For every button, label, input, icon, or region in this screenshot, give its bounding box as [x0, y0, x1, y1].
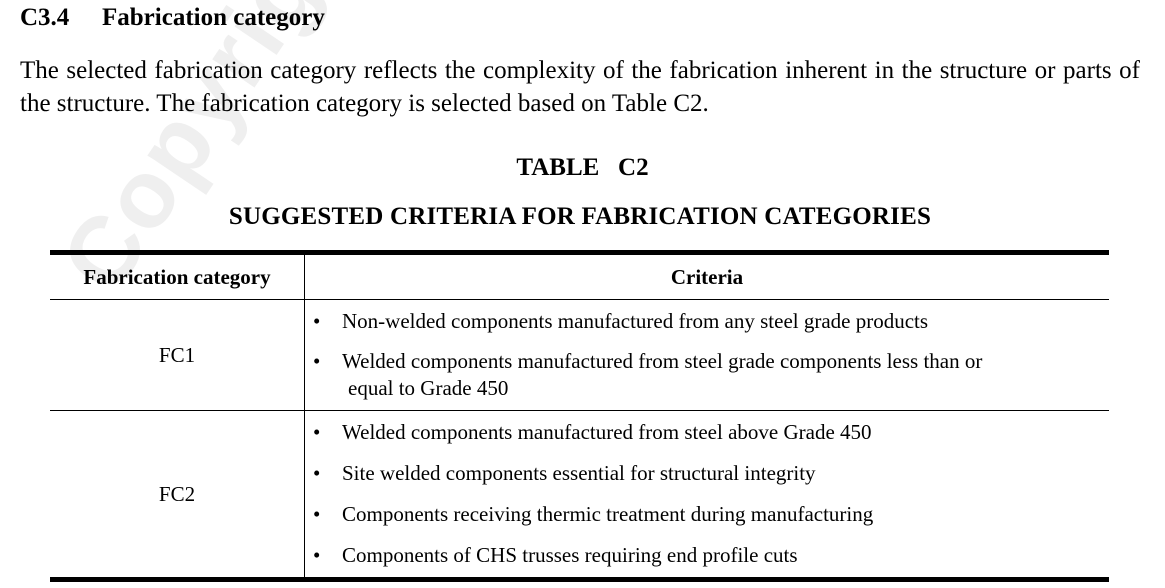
header-criteria: Criteria: [304, 250, 1109, 300]
section-heading: C3.4 Fabrication category: [20, 4, 325, 32]
list-item: Site welded components essential for str…: [313, 460, 1109, 487]
criteria-cell-fc1: Non-welded components manufactured from …: [304, 299, 1109, 411]
criteria-table: Fabrication category Criteria FC1 Non-we…: [50, 250, 1109, 582]
criteria-cell-fc2: Welded components manufactured from stee…: [304, 410, 1109, 582]
body-paragraph: The selected fabrication category reflec…: [20, 57, 1140, 117]
category-cell-fc1: FC1: [50, 299, 305, 411]
section-title: Fabrication category: [102, 4, 325, 31]
list-item: Welded components manufactured from stee…: [313, 419, 1109, 446]
list-item: Welded components manufactured from stee…: [313, 348, 1109, 402]
criteria-list-fc2: Welded components manufactured from stee…: [305, 419, 1109, 569]
header-fabrication-category: Fabrication category: [50, 250, 305, 300]
table-title: SUGGESTED CRITERIA FOR FABRICATION CATEG…: [228, 203, 932, 230]
list-item: Components receiving thermic treatment d…: [313, 501, 1109, 528]
table-row: FC1 Non-welded components manufactured f…: [50, 299, 1109, 411]
table-header-row: Fabrication category Criteria: [50, 250, 1109, 300]
table-row: FC2 Welded components manufactured from …: [50, 410, 1109, 582]
category-cell-fc2: FC2: [50, 410, 305, 582]
list-item: Components of CHS trusses requiring end …: [313, 542, 1109, 569]
criteria-list-fc1: Non-welded components manufactured from …: [305, 308, 1109, 402]
section-number: C3.4: [20, 4, 70, 31]
table-number: TABLE C2: [516, 154, 649, 181]
list-item: Non-welded components manufactured from …: [313, 308, 1109, 335]
